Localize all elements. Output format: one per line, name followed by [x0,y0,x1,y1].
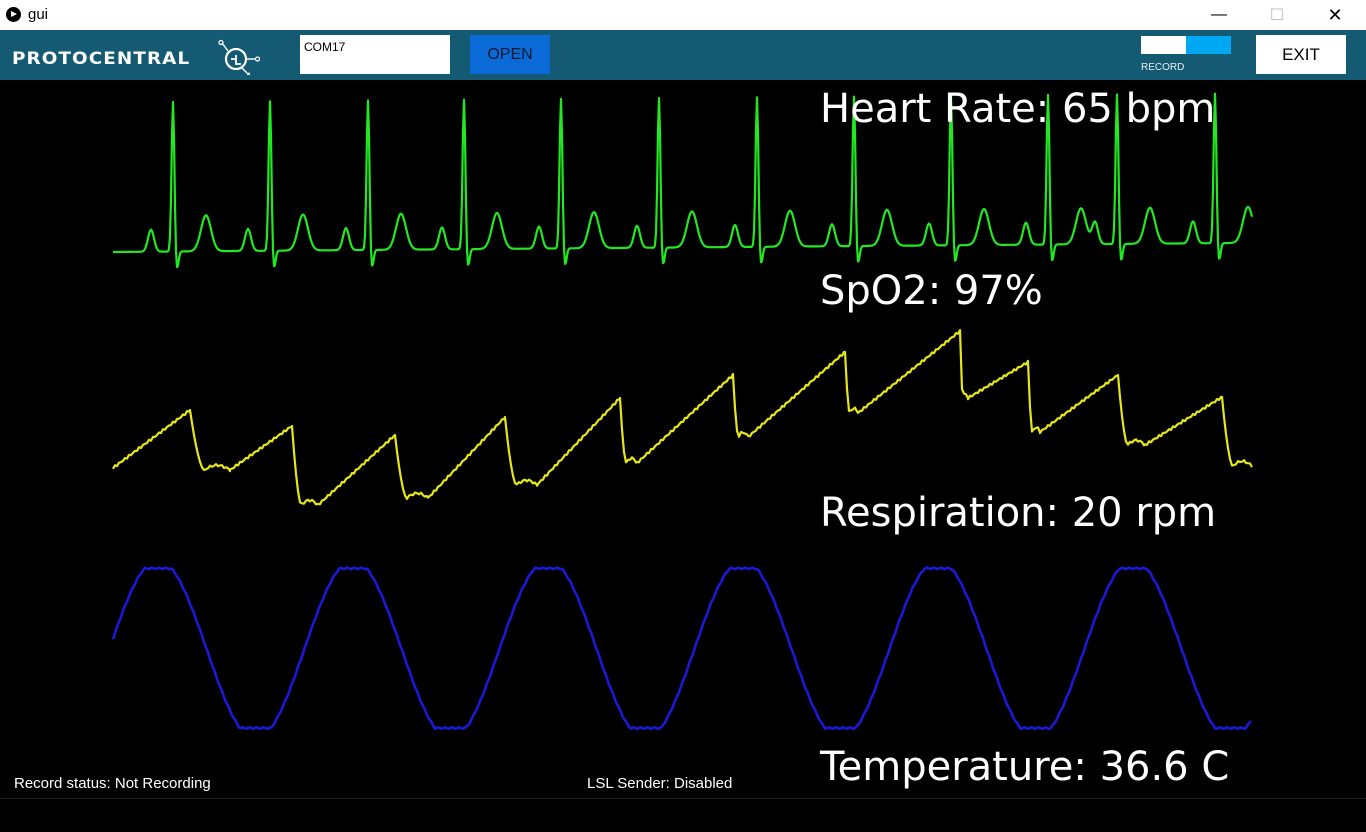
plot-area: Heart Rate: 65 bpm SpO2: 97% Respiration… [0,80,1366,798]
record-label: RECORD [1141,62,1185,73]
ecg-waveform [112,92,1254,269]
waveform-canvas [111,92,1254,731]
serial-port-input[interactable] [300,35,450,74]
circuit-logo-icon [218,39,260,75]
protocentral-logo: PROTOCENTRAL [12,49,191,69]
exit-button[interactable]: EXIT [1256,35,1346,74]
lsl-status: LSL Sender: Disabled [587,775,733,792]
minimize-icon[interactable]: — [1211,6,1227,23]
record-status: Record status: Not Recording [14,775,211,792]
close-icon[interactable]: ✕ [1327,4,1343,25]
heart-rate-readout: Heart Rate: 65 bpm [820,86,1216,132]
respiration-waveform [111,566,1252,731]
temperature-readout: Temperature: 36.6 C [820,744,1230,790]
spo2-readout: SpO2: 97% [820,268,1043,314]
record-toggle[interactable] [1141,36,1231,54]
record-toggle-on [1186,36,1231,54]
app-icon [6,7,21,22]
window-title: gui [28,6,49,23]
respiration-readout: Respiration: 20 rpm [820,490,1217,536]
record-toggle-off [1141,36,1186,54]
ppg-waveform [112,329,1253,506]
title-bar: gui — ☐ ✕ [0,0,1366,30]
maximize-icon[interactable]: ☐ [1269,7,1285,24]
bottom-bar [0,798,1366,832]
open-button[interactable]: OPEN [470,35,550,74]
toolbar: PROTOCENTRAL OPEN RECORD EXIT [0,30,1366,80]
